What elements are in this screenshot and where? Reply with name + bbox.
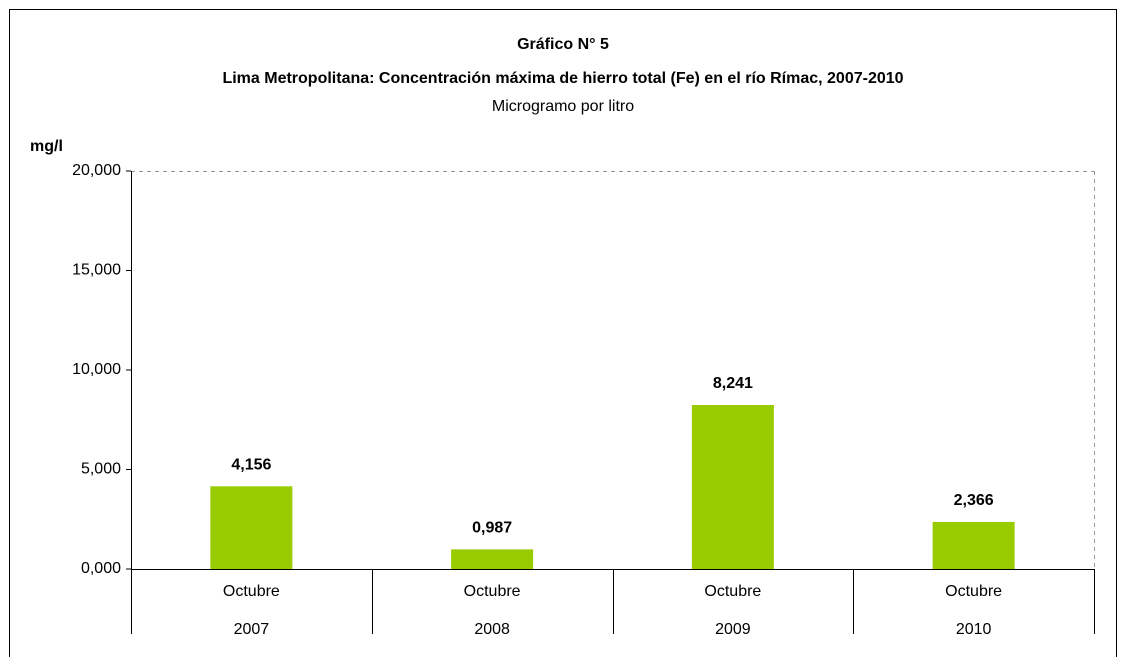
x-group-label: 2010 [956, 621, 992, 638]
chart-subtitle: Lima Metropolitana: Concentración máxima… [222, 70, 903, 87]
y-tick-label: 20,000 [72, 162, 121, 179]
bar [932, 521, 1015, 569]
x-group-label: 2009 [715, 621, 751, 638]
x-tick-label: Octubre [223, 583, 280, 600]
value-label: 2,366 [954, 492, 994, 509]
chart-title: Gráfico N° 5 [517, 36, 609, 53]
chart-frame [9, 9, 1117, 657]
x-group-label: 2008 [474, 621, 510, 638]
y-tick-label: 5,000 [81, 461, 121, 478]
value-label: 8,241 [713, 375, 753, 392]
y-axis-label: mg/l [30, 138, 63, 155]
value-label: 4,156 [231, 457, 271, 474]
x-tick-label: Octubre [945, 583, 1002, 600]
x-group-label: 2007 [234, 621, 270, 638]
unit-note: Microgramo por litro [492, 98, 634, 115]
bar [451, 549, 534, 569]
x-tick-label: Octubre [704, 583, 761, 600]
bar [210, 486, 293, 569]
y-tick-label: 0,000 [81, 560, 121, 577]
y-tick-label: 15,000 [72, 262, 121, 279]
x-tick-label: Octubre [464, 583, 521, 600]
bar [691, 405, 774, 569]
value-label: 0,987 [472, 520, 512, 537]
y-tick-label: 10,000 [72, 361, 121, 378]
